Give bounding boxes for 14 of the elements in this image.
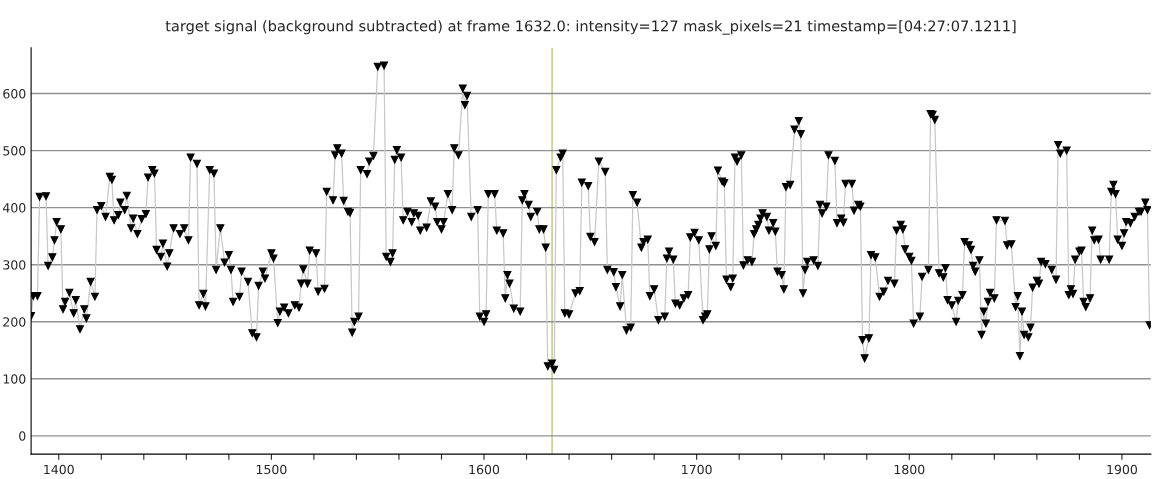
y-tick-label: 300 (3, 260, 26, 270)
y-tick-label: 200 (3, 317, 26, 327)
x-tick-label: 1800 (894, 464, 925, 475)
x-tick-label: 1400 (44, 464, 74, 475)
y-tick-label: 100 (3, 374, 26, 384)
x-tick-label: 1500 (256, 464, 287, 475)
y-tick-label: 400 (2, 203, 26, 213)
y-tick-label: 500 (3, 146, 26, 156)
x-tick-label: 1700 (682, 464, 712, 475)
y-tick-label: 600 (3, 89, 26, 99)
x-tick-label: 1900 (1107, 464, 1137, 475)
chart-title: target signal (background subtracted) at frame 1632.0: intensity=127 mask_pixels=21 timestamp=[04:27:07.1211] (165, 20, 1016, 35)
x-tick-label: 1600 (469, 464, 500, 475)
y-tick-label: 0 (19, 431, 26, 441)
